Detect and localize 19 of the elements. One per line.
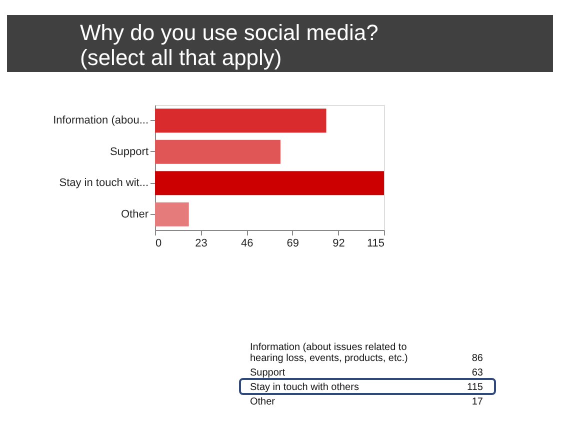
text: Information (about issues related to hearing loss, events, products, etc.) [250, 342, 408, 364]
text: 17 [472, 396, 484, 408]
x-tick-label: 115 [366, 238, 384, 250]
y-tick-label: Information (abou... [53, 114, 148, 127]
x-tick-label: 46 [240, 238, 254, 250]
text: Stay in touch with others [250, 382, 359, 393]
x-tick-label: 92 [332, 238, 345, 250]
x-tick-label: 69 [286, 238, 300, 250]
y-tick-label: Support [110, 146, 148, 158]
text: 86 [472, 353, 484, 364]
text: Support [250, 368, 286, 378]
text: Other [250, 396, 276, 408]
text: 63 [472, 368, 484, 378]
x-tick-label: 0 [156, 238, 162, 250]
y-tick-label: Other [120, 208, 149, 220]
x-tick-label: 23 [195, 238, 208, 250]
text: 115 [467, 382, 484, 393]
y-tick-label: Stay in touch wit... [59, 177, 148, 190]
chart-title: Why do you use social media? (select all that apply) [80, 20, 378, 70]
